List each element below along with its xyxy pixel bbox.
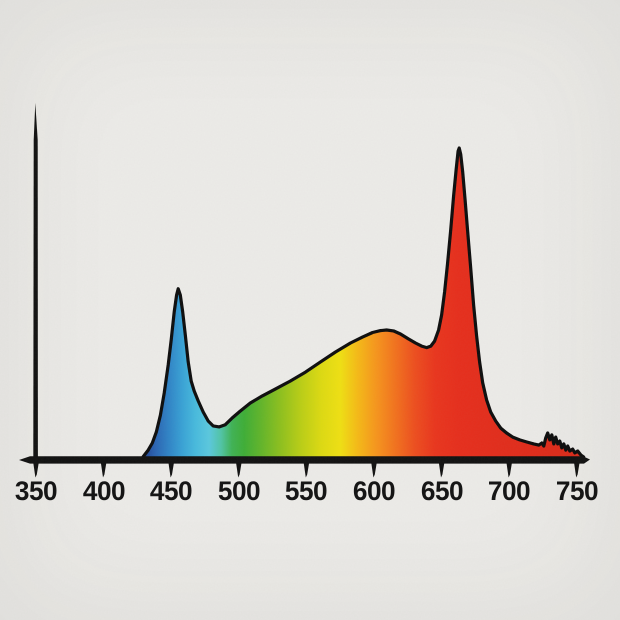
x-tick-label-500: 500: [217, 476, 261, 506]
x-tick-label-400: 400: [82, 476, 125, 506]
x-tick-label-700: 700: [488, 476, 531, 506]
x-tick-label-450: 450: [150, 476, 193, 506]
x-tick-label-550: 550: [285, 476, 328, 506]
x-tick-label-350: 350: [14, 476, 58, 506]
x-tick-label-600: 600: [352, 476, 396, 506]
x-tick-label-750: 750: [555, 476, 599, 506]
x-tick-label-650: 650: [420, 476, 463, 506]
